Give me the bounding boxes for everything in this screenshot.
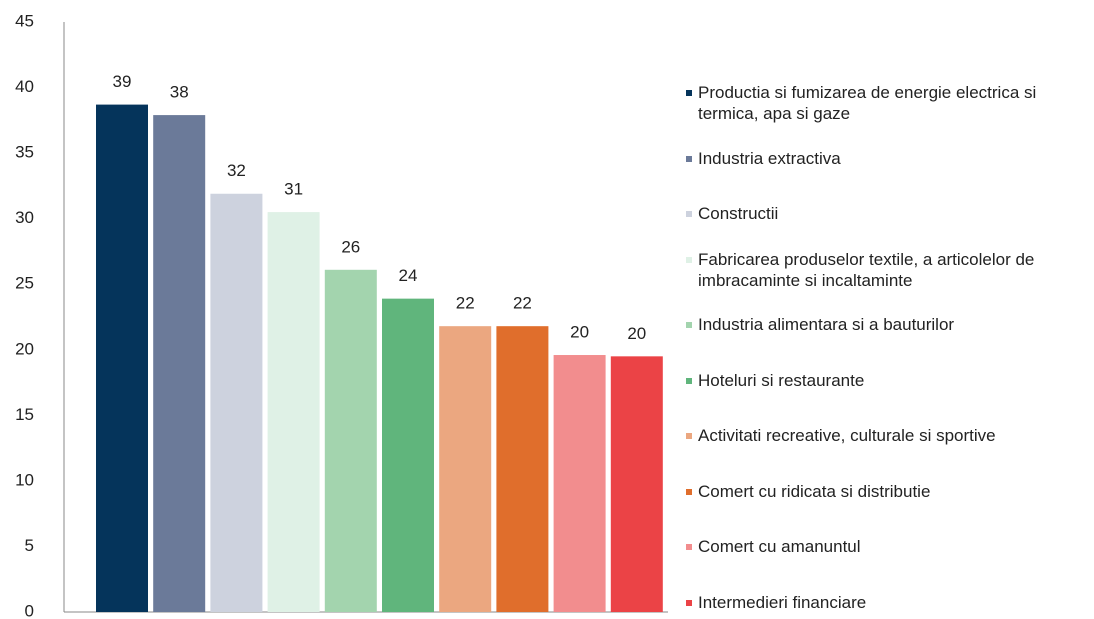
legend-item: Productia si fumizarea de energie electr… bbox=[686, 82, 1078, 124]
bar bbox=[210, 193, 263, 612]
y-tick-label: 35 bbox=[15, 143, 34, 162]
data-label: 24 bbox=[399, 266, 418, 285]
data-label: 32 bbox=[227, 161, 246, 180]
legend-item: Comert cu ridicata si distributie bbox=[686, 481, 1078, 502]
legend-item: Constructii bbox=[686, 203, 1078, 224]
y-tick-label: 40 bbox=[15, 77, 34, 96]
legend-swatch bbox=[686, 211, 692, 217]
bar bbox=[153, 115, 206, 612]
bar bbox=[439, 326, 492, 612]
y-tick-label: 10 bbox=[15, 470, 34, 489]
legend-label: Fabricarea produselor textile, a articol… bbox=[698, 249, 1035, 290]
bar bbox=[610, 356, 663, 612]
legend-label: Constructii bbox=[698, 204, 779, 223]
legend-swatch bbox=[686, 377, 692, 384]
data-label: 39 bbox=[113, 72, 132, 91]
bar bbox=[324, 269, 377, 612]
data-label: 20 bbox=[627, 324, 646, 343]
y-tick-label: 15 bbox=[15, 405, 34, 424]
data-label: 31 bbox=[284, 180, 303, 199]
bar bbox=[382, 298, 434, 612]
data-label: 22 bbox=[456, 294, 475, 313]
legend-item: Intermedieri financiare bbox=[686, 592, 1078, 613]
legend-item: Comert cu amanuntul bbox=[686, 536, 1078, 557]
legend-label: Industria alimentara si a bauturilor bbox=[698, 315, 955, 334]
y-tick-label: 45 bbox=[15, 11, 34, 30]
legend-label: Comert cu ridicata si distributie bbox=[698, 481, 931, 501]
data-label: 26 bbox=[341, 237, 360, 256]
legend-swatch bbox=[686, 256, 692, 263]
legend-item: Industria alimentara si a bauturilor bbox=[686, 314, 1078, 335]
bar bbox=[553, 355, 606, 612]
data-label: 22 bbox=[513, 294, 532, 313]
legend-swatch bbox=[686, 544, 692, 550]
bar bbox=[496, 326, 549, 612]
legend-swatch bbox=[686, 322, 692, 328]
legend-item: Activitati recreative, culturale si spor… bbox=[686, 425, 1078, 446]
legend-label: Activitati recreative, culturale si spor… bbox=[698, 426, 996, 445]
legend-label: Comert cu amanuntul bbox=[698, 537, 861, 556]
legend-item: Hoteluri si restaurante bbox=[686, 370, 1078, 391]
legend-label: Industria extractiva bbox=[698, 148, 841, 168]
legend-swatch bbox=[686, 90, 692, 96]
legend-label: Intermedieri financiare bbox=[698, 592, 867, 612]
y-tick-label: 20 bbox=[15, 339, 34, 358]
y-tick-label: 0 bbox=[25, 601, 34, 619]
legend-label: Hoteluri si restaurante bbox=[698, 370, 865, 390]
legend-swatch bbox=[686, 599, 692, 606]
data-label: 38 bbox=[170, 83, 189, 102]
legend-item: Industria extractiva bbox=[686, 148, 1078, 169]
legend-swatch bbox=[686, 155, 692, 162]
legend-item: Fabricarea produselor textile, a articol… bbox=[686, 249, 1078, 291]
legend-label: Productia si fumizarea de energie electr… bbox=[698, 83, 1037, 123]
y-tick-label: 30 bbox=[15, 208, 34, 227]
y-tick-label: 5 bbox=[25, 536, 34, 555]
legend-swatch bbox=[686, 433, 692, 439]
data-label: 20 bbox=[570, 323, 589, 342]
bar bbox=[267, 212, 320, 612]
y-tick-label: 25 bbox=[15, 274, 34, 293]
bar bbox=[96, 104, 148, 612]
legend-swatch bbox=[686, 488, 692, 495]
